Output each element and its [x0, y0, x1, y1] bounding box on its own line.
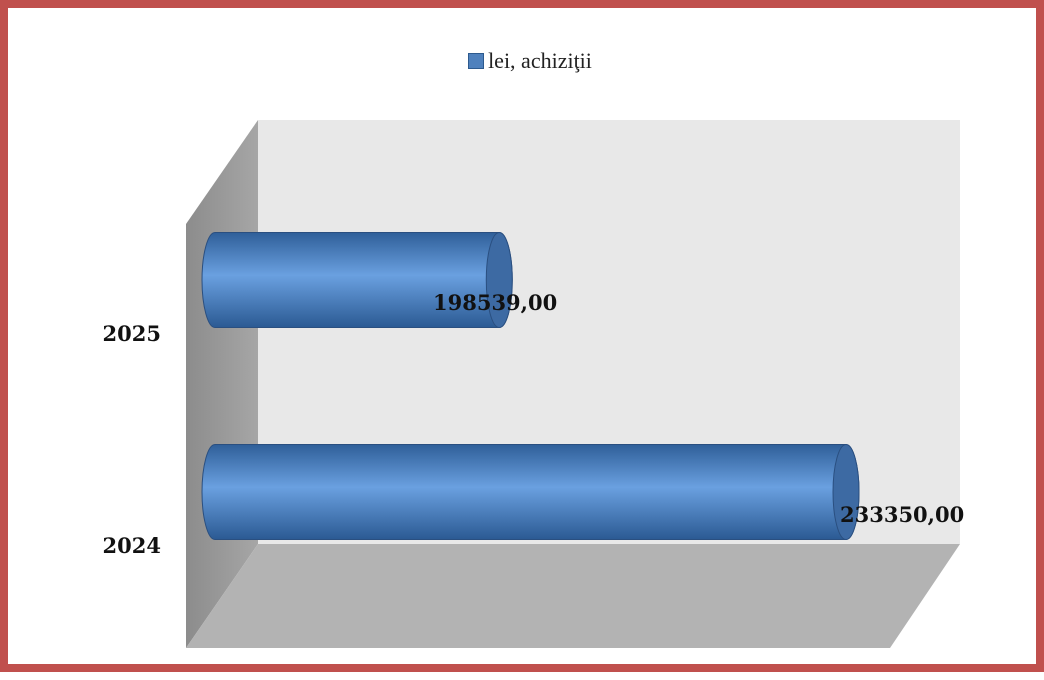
bar-2024 [201, 444, 860, 540]
legend-label: lei, achiziţii [488, 48, 592, 73]
chart-plot [186, 120, 960, 648]
category-label-2025: 2025 [102, 321, 161, 346]
bar-end-cap-2024 [832, 444, 860, 540]
legend: lei, achiziţii [8, 48, 1044, 74]
bar-2025 [201, 232, 513, 328]
bar-body-2024 [201, 444, 860, 540]
bars-layer [201, 232, 860, 540]
value-label-2025: 198539,00 [433, 290, 558, 315]
category-label-2024: 2024 [102, 533, 161, 558]
value-label-2024: 233350,00 [840, 502, 965, 527]
bar-end-cap-2025 [485, 232, 513, 328]
floor [186, 544, 960, 648]
back-wall [258, 120, 960, 544]
legend-swatch-icon [468, 53, 485, 69]
